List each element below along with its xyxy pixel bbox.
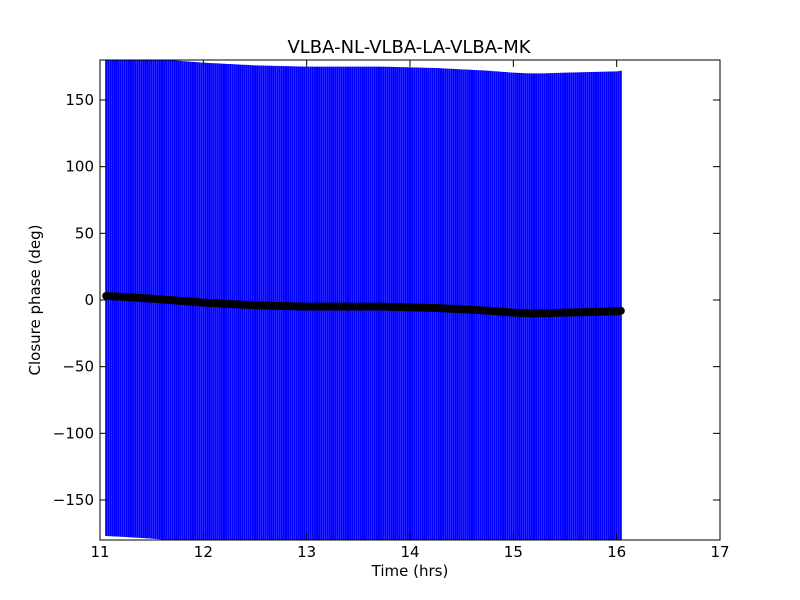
y-tick-label: −100 — [53, 424, 94, 442]
x-tick-label: 11 — [90, 543, 109, 561]
y-tick-label: 150 — [65, 91, 94, 109]
axes-frame — [99, 59, 721, 541]
y-tick-label: 100 — [65, 158, 94, 176]
plot-area — [102, 60, 625, 540]
x-axis-label: Time (hrs) — [371, 562, 449, 580]
axis-ticks: 11 12 13 14 15 16 17 150 100 50 0 −50 −100 −150 — [53, 60, 730, 561]
chart-title: VLBA-NL-VLBA-LA-VLBA-MK — [287, 37, 531, 58]
x-tick-label: 14 — [400, 543, 419, 561]
y-tick-label: −50 — [62, 358, 94, 376]
x-tick-label: 13 — [297, 543, 316, 561]
x-tick-label: 16 — [607, 543, 626, 561]
x-tick-label: 15 — [504, 543, 523, 561]
y-tick-label: −150 — [53, 491, 94, 509]
y-tick-label: 0 — [84, 291, 94, 309]
data-point — [616, 306, 625, 315]
y-axis-label: Closure phase (deg) — [26, 225, 44, 376]
x-tick-label: 12 — [194, 543, 213, 561]
y-tick-label: 50 — [75, 224, 94, 242]
x-tick-label: 17 — [710, 543, 729, 561]
